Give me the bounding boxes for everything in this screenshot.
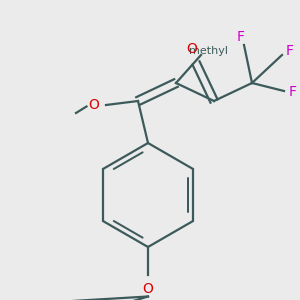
Text: methyl: methyl [189,46,228,56]
Text: F: F [288,85,296,99]
Text: O: O [88,98,99,112]
Text: F: F [286,44,293,58]
Text: F: F [236,30,244,44]
Text: O: O [142,282,153,296]
Text: O: O [187,42,197,56]
